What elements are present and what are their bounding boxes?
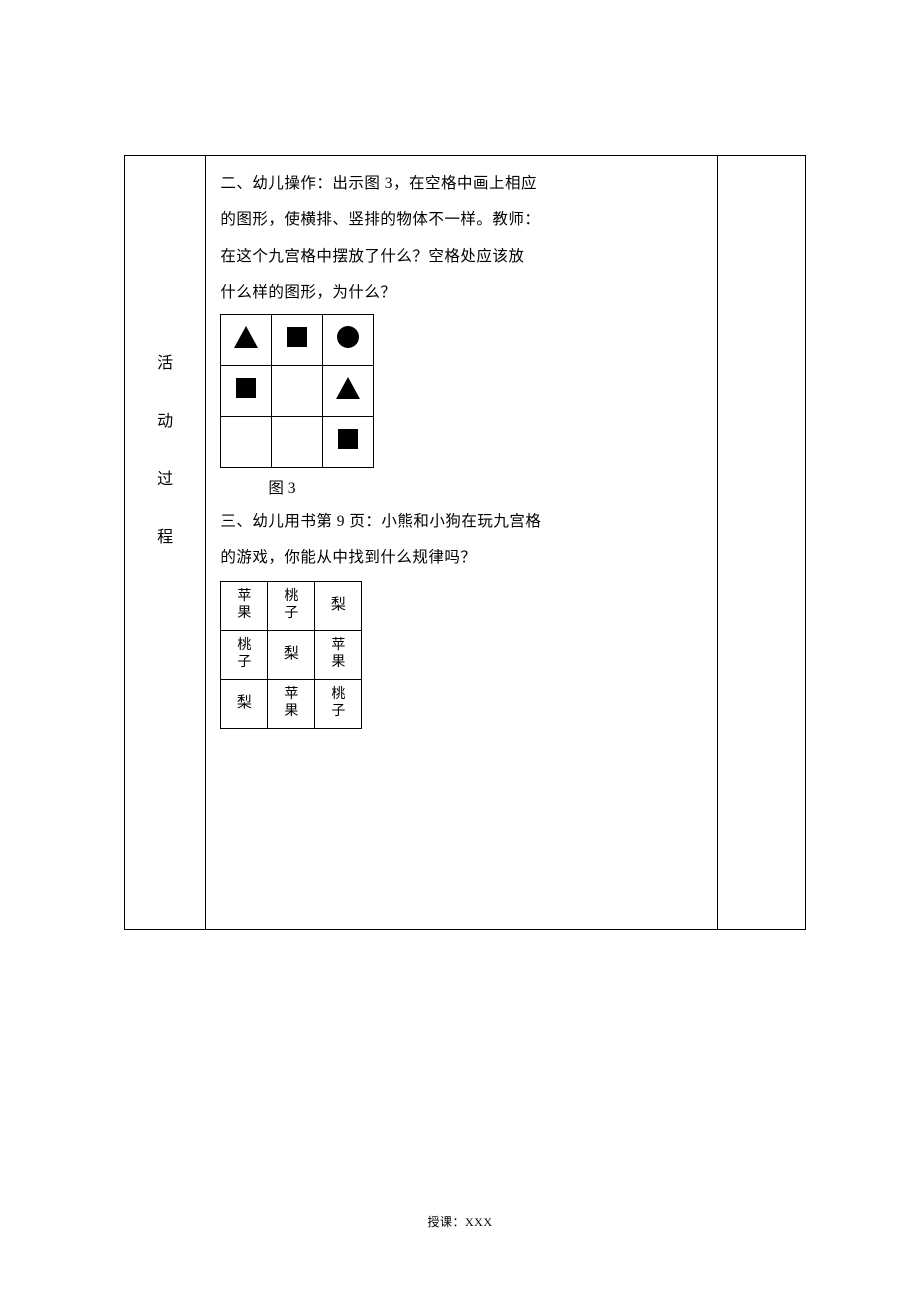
square-icon xyxy=(236,378,256,398)
grid-cell xyxy=(323,365,374,416)
grid-cell-empty xyxy=(221,416,272,467)
fruit-cell: 苹果 xyxy=(315,630,362,679)
section-2-text: 二、幼儿操作：出示图 3，在空格中画上相应 的图形，使横排、竖排的物体不一样。教… xyxy=(220,166,705,312)
grid-cell xyxy=(221,314,272,365)
grid-cell xyxy=(323,416,374,467)
section-3-text: 三、幼儿用书第 9 页：小熊和小狗在玩九宫格 的游戏，你能从中找到什么规律吗？ xyxy=(220,504,705,577)
fruit-cell: 梨 xyxy=(268,630,315,679)
fruit-label: 苹果 xyxy=(284,687,298,718)
fruit-label: 桃子 xyxy=(284,589,298,620)
shape-sudoku-grid xyxy=(220,314,374,468)
page-footer: 授课：XXX xyxy=(0,1213,920,1230)
triangle-icon xyxy=(336,377,360,399)
fruit-cell: 桃子 xyxy=(315,679,362,728)
fruit-cell: 梨 xyxy=(315,581,362,630)
text-line: 在这个九宫格中摆放了什么？空格处应该放 xyxy=(220,248,524,265)
text-line: 二、幼儿操作：出示图 3，在空格中画上相应 xyxy=(220,175,537,192)
row-label-cell: 活 动 过 程 xyxy=(125,156,206,930)
grid-cell xyxy=(272,314,323,365)
fruit-label: 桃子 xyxy=(331,687,345,718)
fruit-label: 苹果 xyxy=(237,589,251,620)
content-cell: 二、幼儿操作：出示图 3，在空格中画上相应 的图形，使横排、竖排的物体不一样。教… xyxy=(206,156,718,930)
activity-process-label: 活 动 过 程 xyxy=(125,156,205,588)
circle-icon xyxy=(337,326,359,348)
fruit-label: 苹果 xyxy=(331,638,345,669)
grid-cell xyxy=(323,314,374,365)
grid-cell-empty xyxy=(272,416,323,467)
label-char: 动 xyxy=(157,414,173,430)
grid-cell-empty xyxy=(272,365,323,416)
notes-cell xyxy=(717,156,805,930)
label-char: 过 xyxy=(157,472,173,488)
grid-cell xyxy=(221,365,272,416)
fruit-cell: 苹果 xyxy=(268,679,315,728)
text-line: 三、幼儿用书第 9 页：小熊和小狗在玩九宫格 xyxy=(220,513,541,530)
fruit-cell: 桃子 xyxy=(221,630,268,679)
fruit-cell: 梨 xyxy=(221,679,268,728)
triangle-icon xyxy=(234,326,258,348)
text-line: 什么样的图形，为什么？ xyxy=(220,284,396,301)
square-icon xyxy=(338,429,358,449)
figure-3-caption: 图 3 xyxy=(268,476,705,498)
fruit-label: 桃子 xyxy=(237,638,251,669)
label-char: 程 xyxy=(157,530,173,546)
square-icon xyxy=(287,327,307,347)
fruit-label: 梨 xyxy=(331,597,346,613)
fruit-cell: 桃子 xyxy=(268,581,315,630)
fruit-label: 梨 xyxy=(284,646,299,662)
fruit-label: 梨 xyxy=(237,695,252,711)
lesson-plan-table: 活 动 过 程 二、幼儿操作：出示图 3，在空格中画上相应 的图形，使横排、竖排… xyxy=(124,155,806,930)
text-line: 的图形，使横排、竖排的物体不一样。教师： xyxy=(220,211,540,228)
text-line: 的游戏，你能从中找到什么规律吗？ xyxy=(220,549,476,566)
fruit-cell: 苹果 xyxy=(221,581,268,630)
fruit-sudoku-grid: 苹果 桃子 梨 桃子 梨 苹果 梨 苹果 桃子 xyxy=(220,581,362,729)
label-char: 活 xyxy=(157,356,173,372)
